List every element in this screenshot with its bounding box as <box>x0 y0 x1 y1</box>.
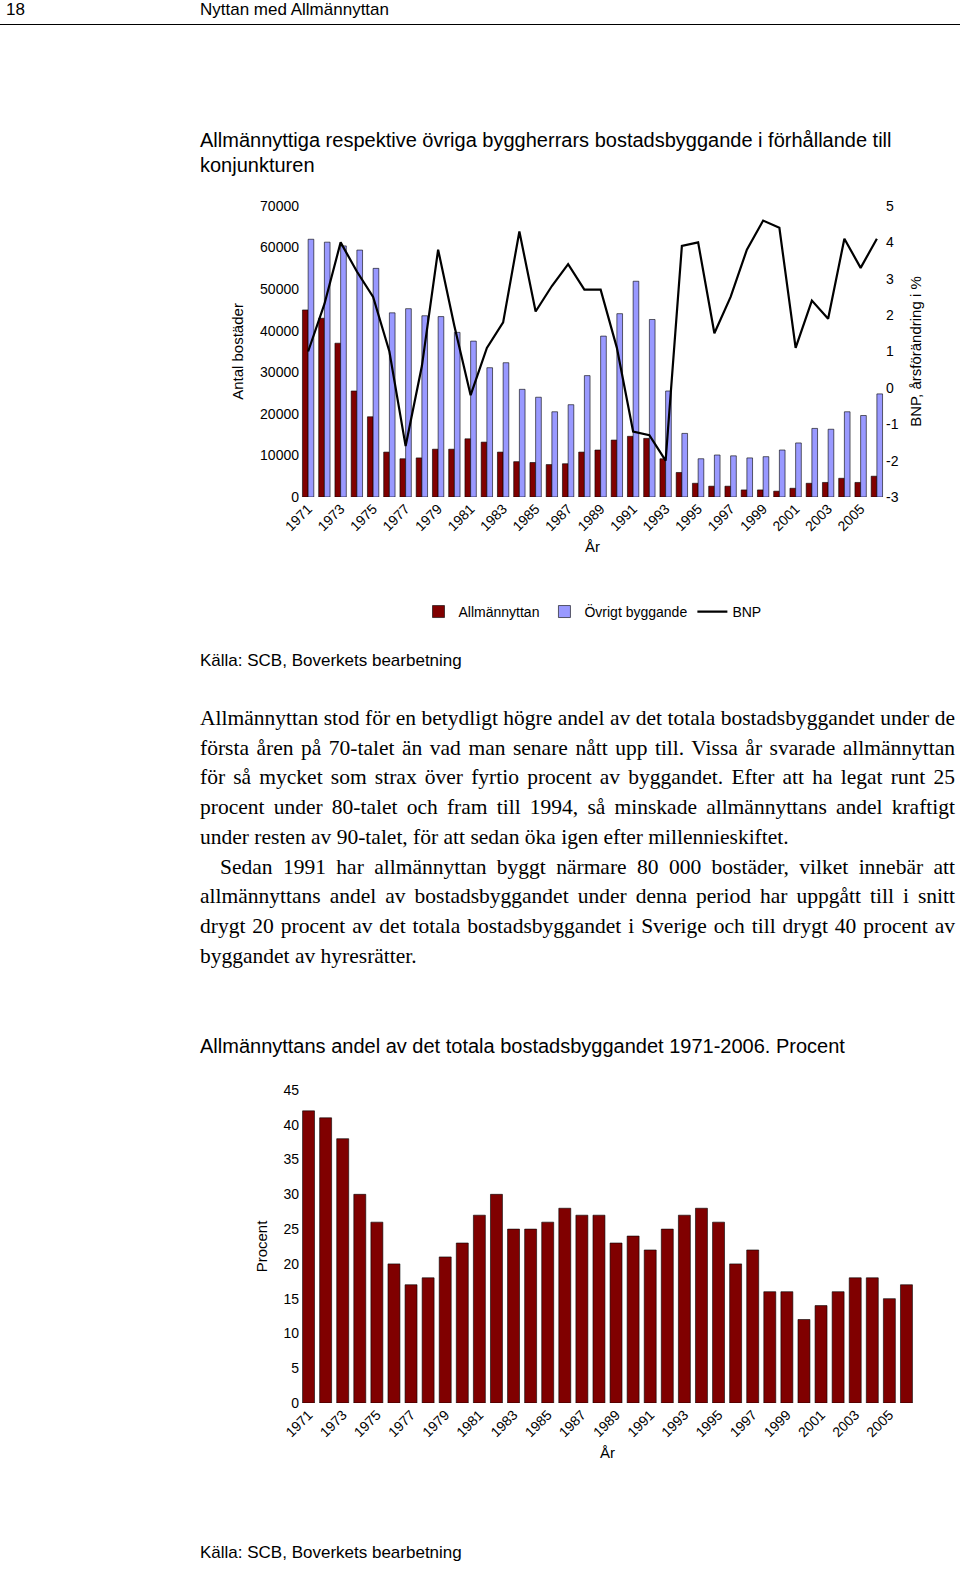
svg-text:10: 10 <box>283 1325 299 1341</box>
svg-text:2003: 2003 <box>802 501 835 534</box>
svg-text:4: 4 <box>886 234 894 250</box>
svg-text:1997: 1997 <box>726 1407 759 1440</box>
svg-text:70000: 70000 <box>260 198 299 214</box>
svg-text:2001: 2001 <box>795 1407 828 1440</box>
svg-text:1987: 1987 <box>542 501 575 534</box>
svg-text:0: 0 <box>291 489 299 505</box>
html-text:Nyttan med Allmännyttan: Nyttan med Allmännyttan <box>200 0 389 19</box>
svg-text:20: 20 <box>283 1256 299 1272</box>
svg-text:10000: 10000 <box>260 447 299 463</box>
svg-text:2005: 2005 <box>863 1407 896 1440</box>
svg-text:1971: 1971 <box>282 501 315 534</box>
svg-text:1971: 1971 <box>282 1407 315 1440</box>
svg-text:1973: 1973 <box>314 501 347 534</box>
svg-text:50000: 50000 <box>260 281 299 297</box>
svg-text:1973: 1973 <box>316 1407 349 1440</box>
svg-text:40000: 40000 <box>260 323 299 339</box>
svg-text:1993: 1993 <box>639 501 672 534</box>
svg-text:Allmännyttan: Allmännyttan <box>459 604 540 620</box>
svg-text:2001: 2001 <box>769 501 802 534</box>
svg-text:60000: 60000 <box>260 239 299 255</box>
svg-text:1991: 1991 <box>624 1407 657 1440</box>
svg-text:0: 0 <box>291 1395 299 1411</box>
svg-text:-1: -1 <box>886 416 899 432</box>
svg-text:BNP, årsförändring i %: BNP, årsförändring i % <box>907 276 924 427</box>
svg-text:30: 30 <box>283 1186 299 1202</box>
svg-text:1983: 1983 <box>487 1407 520 1440</box>
svg-text:1975: 1975 <box>347 501 380 534</box>
html-text:Källa: SCB, Boverkets bearbetn: Källa: SCB, Boverkets bearbetning <box>200 1543 462 1562</box>
svg-text:35: 35 <box>283 1151 299 1167</box>
html-text:Allmännyttiga respektive övrig: Allmännyttiga respektive övriga byggherr… <box>200 129 892 176</box>
svg-text:45: 45 <box>283 1082 299 1098</box>
svg-text:1981: 1981 <box>444 501 477 534</box>
svg-text:1979: 1979 <box>419 1407 452 1440</box>
svg-text:15: 15 <box>283 1291 299 1307</box>
svg-text:40: 40 <box>283 1117 299 1133</box>
svg-text:5: 5 <box>291 1360 299 1376</box>
html-text:18: 18 <box>6 0 25 19</box>
svg-text:1: 1 <box>886 343 894 359</box>
svg-text:1999: 1999 <box>737 501 770 534</box>
svg-text:1989: 1989 <box>574 501 607 534</box>
html-text:Allmännyttan stod för en betyd: Allmännyttan stod för en betydligt högre… <box>200 706 955 849</box>
svg-text:2: 2 <box>886 307 894 323</box>
svg-text:1987: 1987 <box>556 1407 589 1440</box>
svg-text:1991: 1991 <box>607 501 640 534</box>
svg-text:År: År <box>600 1444 615 1461</box>
svg-text:BNP: BNP <box>732 604 761 620</box>
svg-text:1999: 1999 <box>761 1407 794 1440</box>
svg-text:1993: 1993 <box>658 1407 691 1440</box>
svg-text:Procent: Procent <box>253 1220 270 1273</box>
svg-text:Antal bostäder: Antal bostäder <box>229 303 246 400</box>
svg-text:1981: 1981 <box>453 1407 486 1440</box>
svg-text:3: 3 <box>886 271 894 287</box>
svg-text:1997: 1997 <box>704 501 737 534</box>
svg-text:Övrigt byggande: Övrigt byggande <box>584 603 687 620</box>
svg-text:0: 0 <box>886 380 894 396</box>
svg-text:1985: 1985 <box>521 1407 554 1440</box>
svg-text:1977: 1977 <box>379 501 412 534</box>
svg-text:30000: 30000 <box>260 364 299 380</box>
svg-text:1995: 1995 <box>672 501 705 534</box>
svg-text:2003: 2003 <box>829 1407 862 1440</box>
svg-text:25: 25 <box>283 1221 299 1237</box>
svg-text:2005: 2005 <box>834 501 867 534</box>
svg-text:1995: 1995 <box>692 1407 725 1440</box>
html-text:Allmännyttans andel av det tot: Allmännyttans andel av det totala bostad… <box>200 1035 845 1057</box>
svg-text:-3: -3 <box>886 489 899 505</box>
svg-text:År: År <box>585 538 600 555</box>
svg-text:20000: 20000 <box>260 406 299 422</box>
html-text:Sedan 1991 har allmännyttan by: Sedan 1991 har allmännyttan byggt närmar… <box>200 854 955 968</box>
svg-text:1979: 1979 <box>412 501 445 534</box>
svg-text:5: 5 <box>886 198 894 214</box>
svg-text:1985: 1985 <box>509 501 542 534</box>
svg-text:1975: 1975 <box>351 1407 384 1440</box>
html-text:Källa: SCB, Boverkets bearbetn: Källa: SCB, Boverkets bearbetning <box>200 651 462 670</box>
svg-text:-2: -2 <box>886 453 899 469</box>
svg-text:1983: 1983 <box>477 501 510 534</box>
svg-text:1989: 1989 <box>590 1407 623 1440</box>
svg-text:1977: 1977 <box>385 1407 418 1440</box>
